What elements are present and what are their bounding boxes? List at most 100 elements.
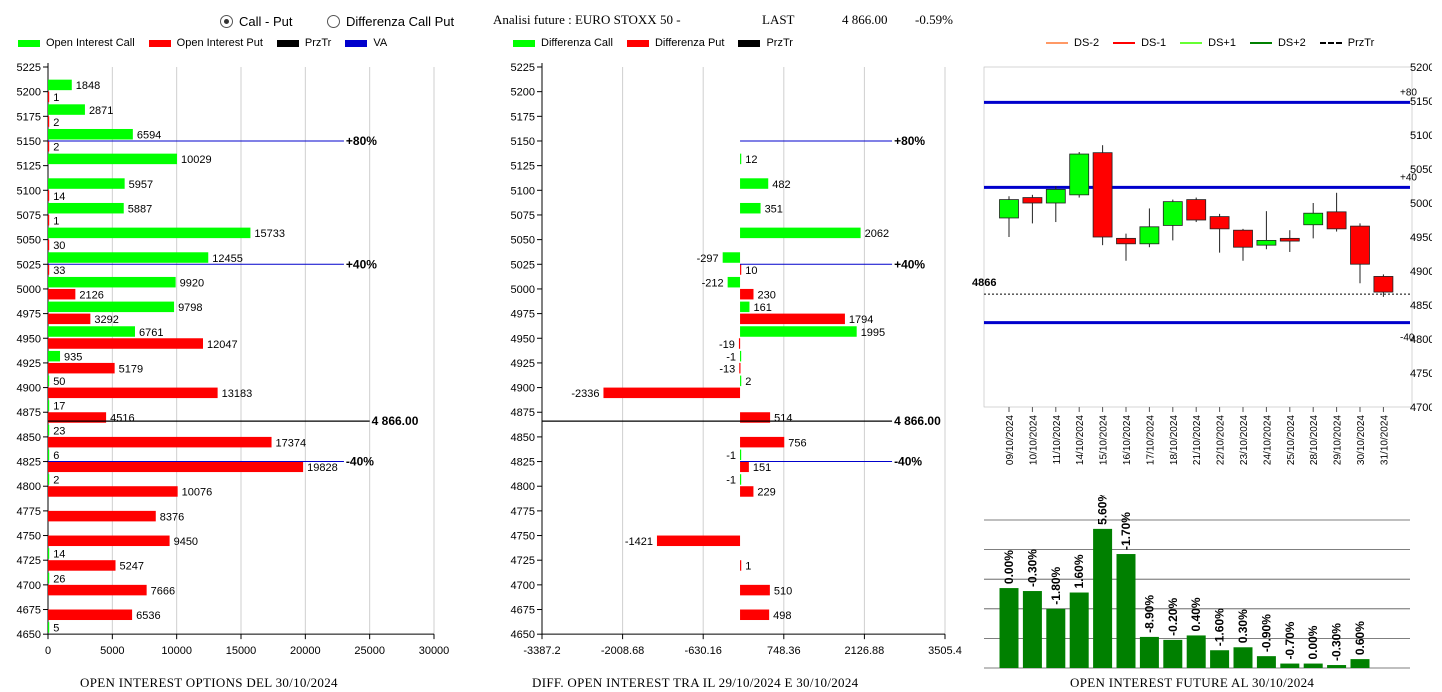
bar-call — [739, 350, 742, 362]
y-tick-label: 4975 — [511, 309, 535, 321]
data-label: 14 — [53, 549, 65, 561]
y-tick-label: 5000 — [17, 284, 41, 296]
y-tick-label: 5000 — [1410, 198, 1432, 210]
data-label: 229 — [757, 487, 775, 499]
x-tick-label: 3505.4 — [928, 645, 962, 655]
data-label: 2871 — [89, 105, 113, 117]
radio-selected-icon[interactable] — [220, 15, 233, 28]
x-tick-label: 14/10/2024 — [1075, 415, 1086, 465]
y-tick-label: 5025 — [17, 259, 41, 271]
data-label: 2 — [745, 376, 751, 388]
x-tick-label: 11/10/2024 — [1052, 415, 1063, 465]
bar-put — [48, 214, 50, 226]
legend-label: Open Interest Put — [176, 37, 263, 49]
x-tick-label: 09/10/2024 — [1005, 415, 1016, 465]
bar-call — [48, 301, 175, 313]
oi-bar-label: 0.60% — [1353, 621, 1367, 655]
radio-call-put[interactable]: Call - Put — [220, 14, 292, 29]
data-label: 10 — [745, 265, 757, 277]
oi-bar — [1256, 656, 1276, 668]
candle-up — [1045, 188, 1066, 204]
data-label: 9450 — [174, 536, 198, 548]
top-bar: Call - Put Differenza Call Put Analisi f… — [0, 0, 1442, 34]
y-tick-label: 4800 — [511, 481, 535, 493]
bar-call — [48, 153, 178, 165]
y-tick-label: 5225 — [17, 62, 41, 74]
data-label: 161 — [753, 302, 771, 314]
bar-put — [740, 288, 754, 300]
reference-label: -40% — [346, 455, 374, 469]
y-tick-label: 4725 — [511, 555, 535, 567]
oi-bar-label: 1.60% — [1072, 554, 1086, 588]
x-tick-label: 31/10/2024 — [1379, 415, 1390, 465]
bar-call — [48, 424, 50, 436]
y-tick-label: 4850 — [511, 432, 535, 444]
legend-item: DS+2 — [1249, 37, 1306, 49]
reference-label: 4 866.00 — [894, 414, 941, 428]
candle-up — [1139, 226, 1160, 245]
radio-differenza[interactable]: Differenza Call Put — [327, 14, 454, 29]
data-label: 3292 — [94, 314, 118, 326]
bar-put — [48, 140, 50, 152]
y-tick-label: 5000 — [511, 284, 535, 296]
legend-swatch — [513, 39, 535, 47]
data-label: 19828 — [307, 462, 338, 474]
y-tick-label: 4850 — [17, 432, 41, 444]
legend-label: PrzTr — [304, 37, 332, 49]
data-label: 510 — [774, 585, 792, 597]
y-tick-label: 5150 — [1410, 96, 1432, 108]
y-tick-label: 5200 — [1410, 62, 1432, 74]
x-tick-label: 23/10/2024 — [1239, 415, 1250, 465]
y-tick-label: 4875 — [511, 407, 535, 419]
bar-call — [48, 252, 209, 263]
radio-unselected-icon[interactable] — [327, 15, 340, 28]
legend-label: DS-2 — [1074, 37, 1100, 49]
oi-bar — [1210, 650, 1230, 668]
y-tick-label: 4750 — [511, 531, 535, 543]
legend-line — [1180, 42, 1203, 44]
data-label: 9920 — [180, 277, 204, 289]
data-label: 7666 — [151, 585, 175, 597]
bar-put — [48, 560, 116, 571]
x-tick-label: 21/10/2024 — [1192, 415, 1203, 465]
oi-bar-label: 0.30% — [1236, 609, 1250, 643]
legend-item: Open Interest Put — [148, 37, 263, 49]
y-tick-label: 4750 — [1410, 368, 1432, 380]
oi-bar — [1163, 639, 1183, 668]
oi-bar-label: 0.00% — [1002, 550, 1016, 584]
bar-call — [48, 276, 176, 288]
data-label: 935 — [64, 351, 82, 363]
bar-call — [48, 326, 135, 337]
bar-put — [48, 91, 50, 103]
bar-call — [48, 350, 61, 362]
y-tick-label: 4650 — [511, 629, 535, 641]
caption-oi-options: OPEN INTEREST OPTIONS DEL 30/10/2024 — [80, 675, 338, 690]
data-label: 1 — [53, 215, 59, 227]
bar-call — [48, 622, 50, 633]
bar-call — [739, 449, 742, 461]
data-label: 6536 — [136, 610, 160, 622]
data-label: 2 — [53, 475, 59, 487]
legend-line — [1319, 42, 1342, 44]
oi-bar — [1350, 659, 1370, 668]
x-tick-label: 15/10/2024 — [1099, 415, 1110, 465]
y-tick-label: 5200 — [511, 87, 535, 99]
future-title: Analisi future : EURO STOXX 50 - — [493, 12, 681, 27]
bar-call — [739, 474, 742, 485]
data-label: 17 — [53, 401, 65, 413]
bar-put — [48, 461, 304, 473]
y-tick-label: 4925 — [511, 358, 535, 370]
legend-candles: DS-2 DS-1 DS+1 DS+2 PrzTr — [1046, 37, 1388, 49]
oi-bar-label: -1.60% — [1213, 608, 1227, 646]
y-tick-label: 4900 — [17, 383, 41, 395]
bar-call — [48, 400, 50, 411]
legend-swatch — [18, 39, 40, 47]
bar-put — [740, 486, 754, 497]
legend-line — [1046, 42, 1068, 44]
legend-swatch — [738, 39, 761, 47]
bar-call — [48, 449, 50, 461]
data-label: 15733 — [254, 228, 285, 240]
legend-item: PrzTr — [738, 37, 793, 49]
bar-put — [48, 116, 50, 127]
y-tick-label: 5050 — [17, 235, 41, 247]
